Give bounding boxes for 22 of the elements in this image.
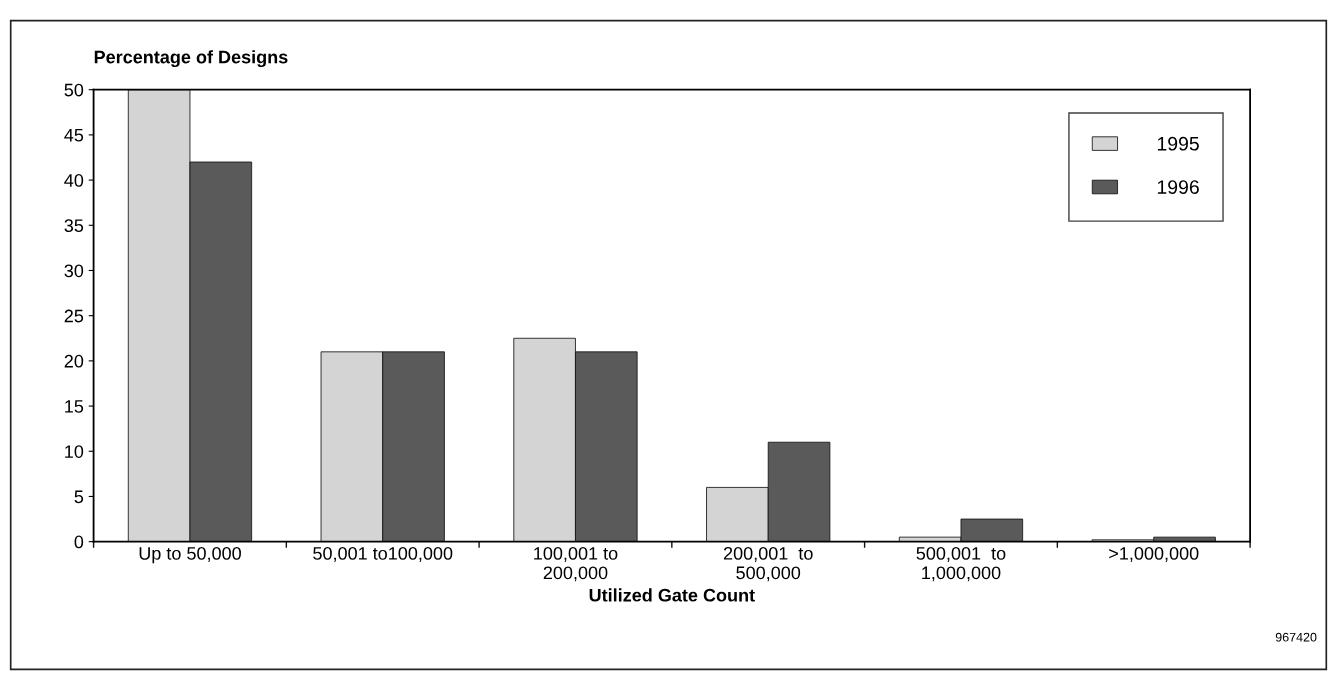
- legend-label: 1996: [1157, 180, 1199, 194]
- x-tick-label: 100,001 to 200,000: [534, 546, 618, 582]
- x-tick-label: 50,001 to100,000: [313, 546, 453, 562]
- y-tick-label: 40: [64, 174, 84, 187]
- y-tick-label: 5: [74, 490, 84, 504]
- y-tick-label: 15: [65, 400, 84, 413]
- x-tick-label: 200,001 to 500,000: [723, 546, 813, 582]
- y-axis-title: Percentage of Designs: [94, 50, 288, 68]
- y-tick-label: 35: [64, 219, 84, 233]
- y-tick-label: 45: [64, 129, 84, 142]
- y-tick-label: 10: [65, 445, 84, 458]
- x-tick-label: 500,001 to 1,000,000: [916, 546, 1006, 582]
- y-tick-label: 30: [64, 264, 84, 278]
- text: 967420: [1275, 632, 1317, 642]
- y-tick-label: 0: [74, 535, 84, 549]
- x-tick-label: >1,000,000: [1109, 546, 1199, 562]
- y-tick-label: 20: [64, 354, 84, 368]
- y-tick-label: 50: [64, 83, 84, 97]
- legend-label: 1995: [1157, 136, 1199, 151]
- x-tick-label: Up to 50,000: [139, 546, 241, 564]
- y-tick-label: 25: [64, 309, 84, 323]
- x-axis-title: Utilized Gate Count: [589, 588, 755, 602]
